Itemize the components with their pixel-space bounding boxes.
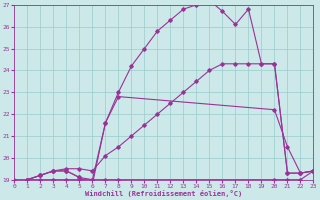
X-axis label: Windchill (Refroidissement éolien,°C): Windchill (Refroidissement éolien,°C) — [85, 190, 243, 197]
